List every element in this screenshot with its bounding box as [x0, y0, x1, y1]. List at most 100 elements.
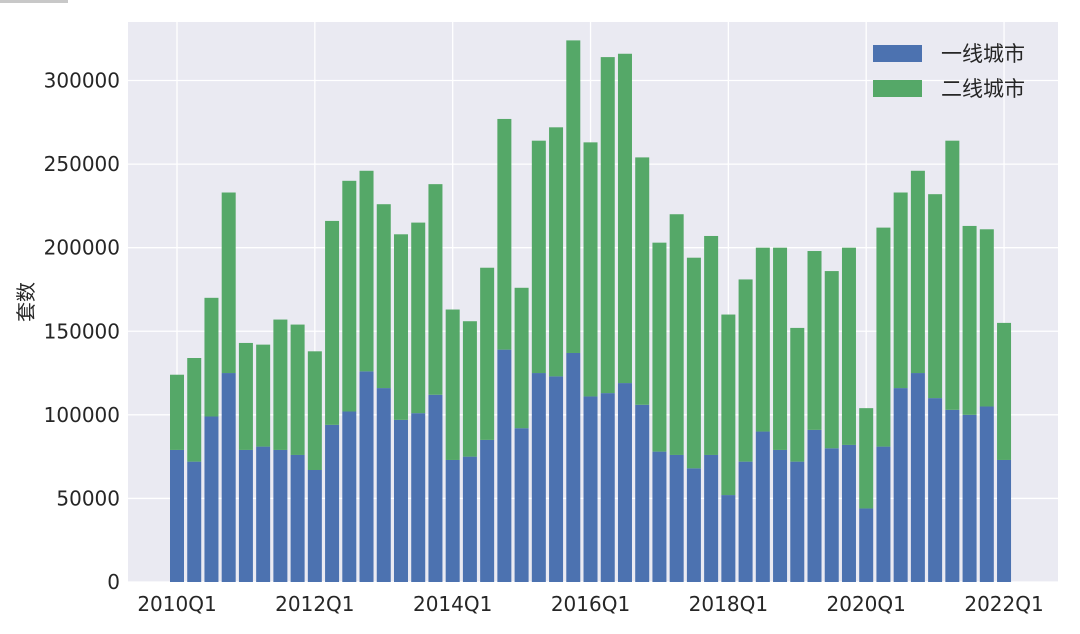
bar-tier2-2011Q1 [238, 342, 253, 450]
bar-tier1-2010Q1 [170, 449, 184, 582]
bar-tier1-2020Q3 [893, 388, 908, 582]
bar-tier1-2017Q4 [704, 454, 719, 582]
bar-tier1-2019Q2 [807, 429, 822, 582]
bar-tier2-2014Q2 [462, 321, 477, 457]
x-tick-label: 2022Q1 [964, 592, 1043, 616]
bar-tier2-2013Q4 [428, 184, 443, 395]
bar-tier2-2013Q1 [376, 204, 391, 389]
bar-tier1-2018Q3 [755, 431, 770, 582]
bar-tier1-2019Q4 [841, 444, 856, 582]
bar-tier2-2012Q3 [342, 180, 357, 412]
bar-tier2-2018Q2 [738, 279, 753, 462]
bar-tier2-2020Q1 [859, 408, 874, 509]
bar-tier1-2011Q2 [256, 446, 271, 582]
bar-tier2-2017Q1 [652, 242, 667, 452]
x-tick-label: 2010Q1 [137, 592, 216, 616]
bar-tier1-2014Q4 [497, 349, 512, 582]
y-tick-label: 250000 [44, 152, 120, 176]
bar-tier2-2021Q4 [979, 229, 994, 407]
bar-tier1-2016Q4 [635, 404, 650, 582]
y-tick-label: 0 [107, 570, 120, 594]
bar-tier1-2012Q4 [359, 371, 374, 582]
bar-tier2-2010Q3 [204, 297, 219, 417]
bar-tier2-2016Q2 [600, 57, 615, 394]
bar-tier1-2019Q1 [790, 461, 805, 582]
x-tick-label: 2016Q1 [551, 592, 630, 616]
bar-tier2-2021Q2 [945, 140, 960, 410]
bar-tier1-2016Q2 [600, 393, 615, 582]
bar-tier2-2010Q1 [170, 374, 184, 450]
bar-tier1-2015Q4 [566, 352, 581, 582]
bar-layer [170, 40, 1012, 582]
bar-tier2-2019Q2 [807, 251, 822, 430]
bar-tier2-2018Q1 [721, 314, 736, 496]
bar-tier1-2020Q4 [910, 373, 925, 582]
y-tick-labels: 0 50000 100000 150000 200000 250000 300000 [44, 69, 120, 594]
bar-tier1-2015Q3 [549, 376, 564, 582]
bar-tier1-2015Q1 [514, 428, 529, 582]
bar-tier1-2018Q1 [721, 495, 736, 582]
bar-tier1-2014Q2 [462, 456, 477, 582]
bar-tier2-2020Q3 [893, 192, 908, 389]
x-tick-labels: 2010Q1 2012Q1 2014Q1 2016Q1 2018Q1 2020Q1 2022… [137, 592, 1043, 616]
bar-tier1-2017Q1 [652, 451, 667, 582]
bar-tier1-2018Q2 [738, 461, 753, 582]
bar-tier1-2017Q3 [686, 468, 701, 582]
bar-tier2-2017Q2 [669, 214, 684, 455]
bar-tier2-2014Q1 [445, 309, 460, 460]
legend-label: 二线城市 [941, 77, 1025, 101]
bar-tier1-2015Q2 [531, 373, 546, 582]
x-tick-label: 2014Q1 [413, 592, 492, 616]
bar-tier2-2014Q3 [480, 267, 495, 440]
bar-tier2-2013Q2 [393, 234, 408, 420]
bar-tier2-2016Q3 [617, 53, 632, 384]
bar-tier2-2019Q3 [824, 271, 839, 449]
bar-tier2-2017Q4 [704, 235, 719, 455]
y-tick-label: 300000 [44, 69, 120, 93]
bar-tier2-2019Q4 [841, 247, 856, 445]
bar-tier1-2021Q3 [962, 414, 977, 582]
bar-tier2-2017Q3 [686, 257, 701, 469]
bar-tier1-2018Q4 [773, 449, 788, 582]
bar-tier1-2017Q2 [669, 454, 684, 582]
bar-tier1-2012Q1 [307, 470, 322, 582]
bar-tier1-2016Q3 [617, 383, 632, 582]
bar-tier1-2013Q1 [376, 388, 391, 582]
bar-tier2-2010Q2 [187, 358, 202, 462]
bar-tier2-2018Q3 [755, 247, 770, 432]
bar-tier2-2016Q1 [583, 142, 598, 397]
bar-tier1-2014Q3 [480, 439, 495, 582]
bar-tier1-2020Q2 [876, 446, 891, 582]
bar-tier2-2019Q1 [790, 327, 805, 462]
x-tick-label: 2012Q1 [275, 592, 354, 616]
bar-tier2-2021Q1 [928, 194, 943, 399]
bar-tier2-2020Q4 [910, 170, 925, 374]
bar-tier1-2011Q1 [238, 449, 253, 582]
bar-tier1-2010Q3 [204, 416, 219, 582]
bar-tier2-2021Q3 [962, 225, 977, 415]
bar-tier2-2012Q2 [325, 220, 340, 425]
bar-tier2-2015Q4 [566, 40, 581, 353]
bar-tier1-2011Q4 [290, 454, 305, 582]
bar-tier1-2021Q4 [979, 406, 994, 582]
bar-tier2-2015Q1 [514, 287, 529, 429]
bar-tier2-2015Q3 [549, 127, 564, 377]
bar-tier1-2012Q3 [342, 411, 357, 582]
bar-tier2-2013Q3 [411, 222, 426, 414]
bar-tier1-2019Q3 [824, 448, 839, 582]
bar-tier1-2022Q1 [997, 459, 1012, 582]
bar-tier2-2012Q4 [359, 170, 374, 372]
bar-tier2-2011Q4 [290, 324, 305, 455]
y-axis-label: 套数 [14, 282, 38, 322]
bar-tier2-2016Q4 [635, 157, 650, 405]
bar-tier1-2013Q3 [411, 413, 426, 582]
y-tick-label: 50000 [56, 486, 120, 510]
x-tick-label: 2018Q1 [689, 592, 768, 616]
bar-tier2-2014Q4 [497, 118, 512, 350]
legend-label: 一线城市 [941, 42, 1025, 66]
bar-tier2-2010Q4 [221, 192, 236, 374]
bar-tier1-2013Q2 [393, 419, 408, 582]
legend-swatch [873, 45, 922, 62]
